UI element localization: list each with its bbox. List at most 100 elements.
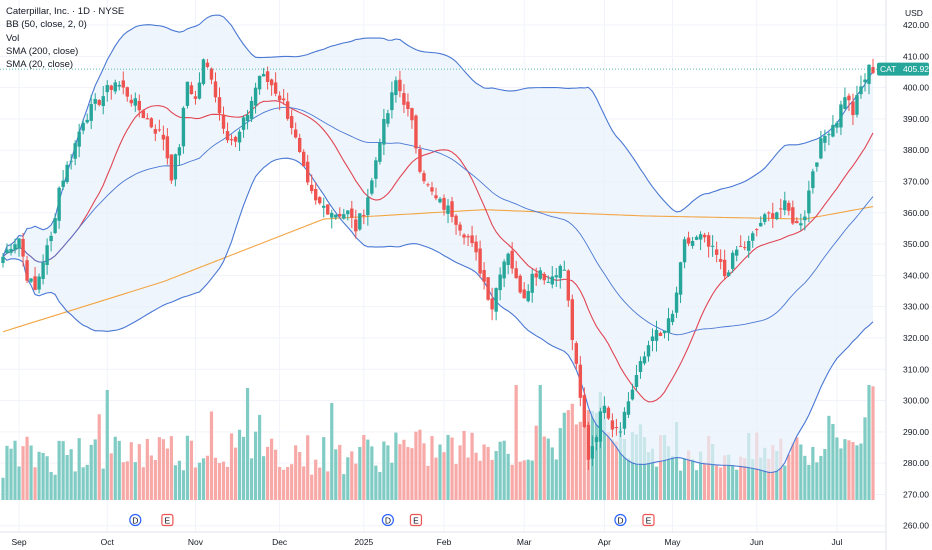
dividend-marker-circle bbox=[614, 513, 627, 527]
volume-bar bbox=[478, 460, 482, 500]
candle-body bbox=[25, 260, 29, 281]
candle-body bbox=[747, 240, 751, 251]
volume-bar bbox=[189, 440, 194, 500]
candle-body bbox=[522, 289, 526, 299]
candle-body bbox=[418, 149, 422, 172]
volume-bar bbox=[89, 444, 93, 500]
candle-body bbox=[237, 131, 242, 143]
candle-body bbox=[626, 401, 631, 415]
volume-bar bbox=[49, 471, 53, 500]
volume-bar bbox=[418, 429, 422, 500]
candle-body bbox=[81, 122, 85, 131]
event-marker-label: D bbox=[617, 516, 623, 526]
candle-body bbox=[831, 125, 835, 137]
candle-body bbox=[297, 137, 302, 152]
candle-body bbox=[350, 208, 354, 218]
candle-body bbox=[269, 79, 274, 86]
volume-bar bbox=[105, 389, 109, 500]
candle-body bbox=[510, 250, 514, 269]
legend-sma20[interactable]: SMA (20, close) bbox=[6, 59, 74, 71]
candle-body bbox=[165, 136, 170, 159]
legend: Caterpillar, Inc. · 1D · NYSE BB (50, cl… bbox=[6, 5, 124, 71]
candle-body bbox=[610, 420, 615, 430]
candle-body bbox=[614, 426, 619, 429]
volume-bar bbox=[686, 450, 691, 500]
legend-sma200[interactable]: SMA (200, close) bbox=[6, 45, 79, 57]
last-price-value: 405.92 bbox=[903, 64, 929, 74]
volume-bar bbox=[394, 432, 398, 500]
candle-body bbox=[546, 281, 550, 283]
candle-body bbox=[41, 262, 45, 280]
candle-body bbox=[322, 205, 326, 208]
volume-bar bbox=[69, 449, 73, 500]
candle-body bbox=[506, 253, 510, 265]
volume-bar bbox=[454, 463, 458, 500]
candle-body bbox=[843, 97, 847, 109]
sma200-line bbox=[2, 206, 874, 333]
candle-body bbox=[542, 273, 546, 281]
legend-vol[interactable]: Vol bbox=[6, 32, 20, 44]
x-tick-label: Oct bbox=[101, 537, 115, 547]
candle-body bbox=[803, 216, 807, 221]
candle-body bbox=[233, 136, 238, 142]
volume-bar bbox=[358, 446, 362, 500]
candle-body bbox=[1, 256, 5, 263]
candle-body bbox=[394, 80, 398, 96]
volume-bar bbox=[266, 446, 270, 500]
volume-bar bbox=[775, 450, 779, 500]
volume-bar bbox=[217, 463, 222, 500]
earnings-marker: E bbox=[642, 513, 655, 527]
volume-bar bbox=[779, 438, 783, 500]
volume-bar bbox=[674, 421, 679, 500]
candle-body bbox=[410, 108, 414, 121]
volume-bar bbox=[610, 439, 615, 500]
candle-body bbox=[265, 71, 270, 82]
volume-bar bbox=[518, 461, 522, 500]
candle-body bbox=[698, 234, 703, 240]
candle-body bbox=[674, 292, 679, 313]
volume-bar bbox=[306, 435, 310, 500]
candle-body bbox=[426, 184, 430, 186]
legend-symbol[interactable]: Caterpillar, Inc. · 1D · NYSE bbox=[6, 6, 125, 17]
candle-body bbox=[498, 274, 502, 291]
event-marker-label: E bbox=[646, 516, 652, 526]
candle-body bbox=[502, 261, 506, 279]
candle-body bbox=[69, 160, 73, 162]
volume-bar bbox=[137, 444, 141, 500]
volume-bar bbox=[470, 432, 474, 500]
volume-bar bbox=[731, 465, 735, 500]
candle-body bbox=[654, 329, 659, 341]
volume-bar bbox=[270, 438, 274, 500]
candle-body bbox=[558, 265, 562, 278]
candle-body bbox=[819, 138, 823, 159]
candle-body bbox=[77, 131, 81, 147]
candle-body bbox=[342, 214, 346, 219]
volume-bar bbox=[278, 466, 282, 500]
volume-bar bbox=[302, 466, 306, 500]
candle-body bbox=[386, 113, 390, 124]
volume-bar bbox=[815, 462, 819, 500]
candle-body bbox=[65, 164, 69, 183]
candle-body bbox=[57, 187, 61, 221]
candle-body bbox=[642, 356, 647, 364]
candle-body bbox=[89, 104, 93, 121]
candle-body bbox=[13, 244, 17, 250]
volume-bar bbox=[626, 458, 631, 500]
candle-body bbox=[370, 180, 374, 194]
candle-body bbox=[763, 214, 767, 222]
candle-body bbox=[743, 247, 747, 249]
volume-bar bbox=[863, 417, 867, 500]
y-tick-label: 360.00 bbox=[903, 208, 929, 218]
legend-bb[interactable]: BB (50, close, 2, 0) bbox=[6, 19, 87, 31]
volume-bar bbox=[402, 439, 406, 500]
candle-body bbox=[402, 93, 406, 105]
candle-body bbox=[61, 180, 65, 187]
volume-bar bbox=[346, 457, 350, 500]
candle-body bbox=[574, 343, 579, 364]
earnings-marker: E bbox=[409, 513, 423, 527]
candle-body bbox=[446, 205, 450, 214]
volume-bar bbox=[350, 451, 354, 500]
volume-bar bbox=[630, 432, 635, 500]
